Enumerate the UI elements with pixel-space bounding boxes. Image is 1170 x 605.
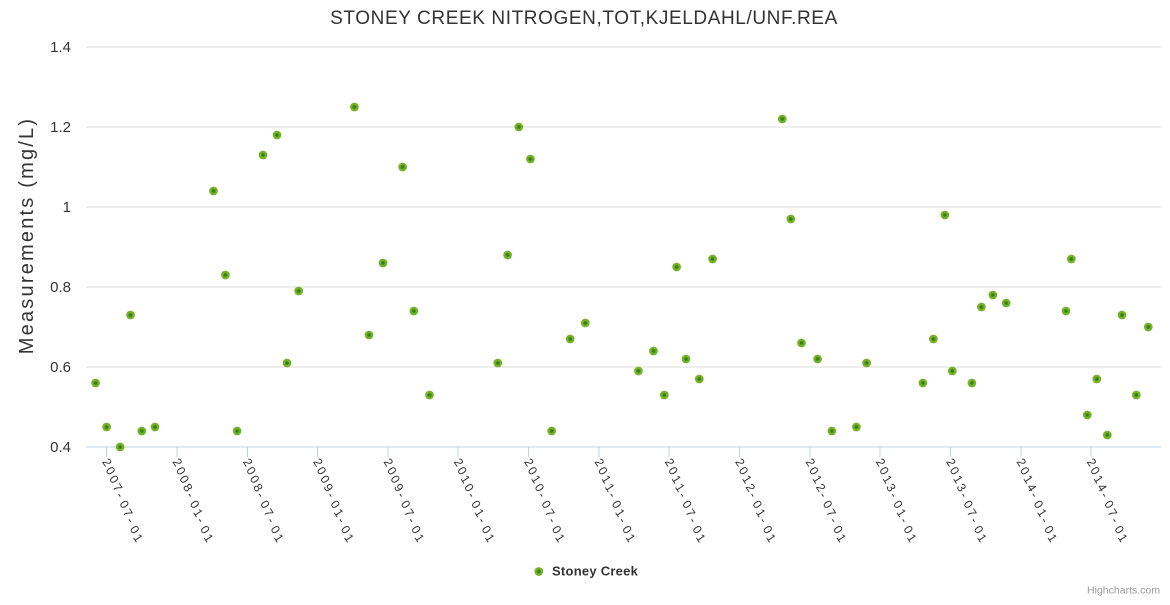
svg-text:0.8: 0.8 [50,279,71,296]
svg-text:1.2: 1.2 [50,119,71,136]
svg-text:-: - [394,489,408,500]
svg-text:-: - [264,515,278,526]
svg-text:1: 1 [63,199,71,216]
svg-text:-: - [334,515,348,526]
svg-text:-: - [194,515,208,526]
svg-text:-: - [676,489,690,500]
svg-text:-: - [1027,489,1041,500]
svg-text:-: - [957,489,971,500]
svg-text:-: - [1108,515,1122,526]
svg-text:-: - [254,489,268,500]
svg-text:-: - [183,489,197,500]
svg-text:STONEY CREEK NITROGEN,TOT,KJEL: STONEY CREEK NITROGEN,TOT,KJELDAHL/UNF.R… [330,8,838,29]
svg-text:-: - [746,489,760,500]
svg-text:-: - [967,515,981,526]
svg-text:-: - [605,489,619,500]
svg-text:Measurements (mg/L): Measurements (mg/L) [16,117,38,354]
svg-text:1.4: 1.4 [50,39,71,56]
svg-text:-: - [475,515,489,526]
svg-text:-: - [123,515,137,526]
svg-text:-: - [1098,489,1112,500]
svg-text:0.6: 0.6 [50,359,71,376]
svg-text:-: - [816,489,830,500]
svg-text:Stoney Creek: Stoney Creek [552,563,639,578]
svg-text:-: - [756,515,770,526]
svg-text:-: - [686,515,700,526]
svg-text:-: - [113,489,127,500]
svg-text:-: - [616,515,630,526]
svg-text:-: - [405,515,419,526]
svg-text:-: - [827,515,841,526]
svg-text:-: - [897,515,911,526]
svg-text:-: - [887,489,901,500]
svg-text:-: - [1038,515,1052,526]
svg-text:-: - [465,489,479,500]
svg-text:Highcharts.com: Highcharts.com [1087,584,1160,596]
svg-text:-: - [324,489,338,500]
svg-text:-: - [545,515,559,526]
svg-text:-: - [535,489,549,500]
svg-text:0.4: 0.4 [50,439,71,456]
